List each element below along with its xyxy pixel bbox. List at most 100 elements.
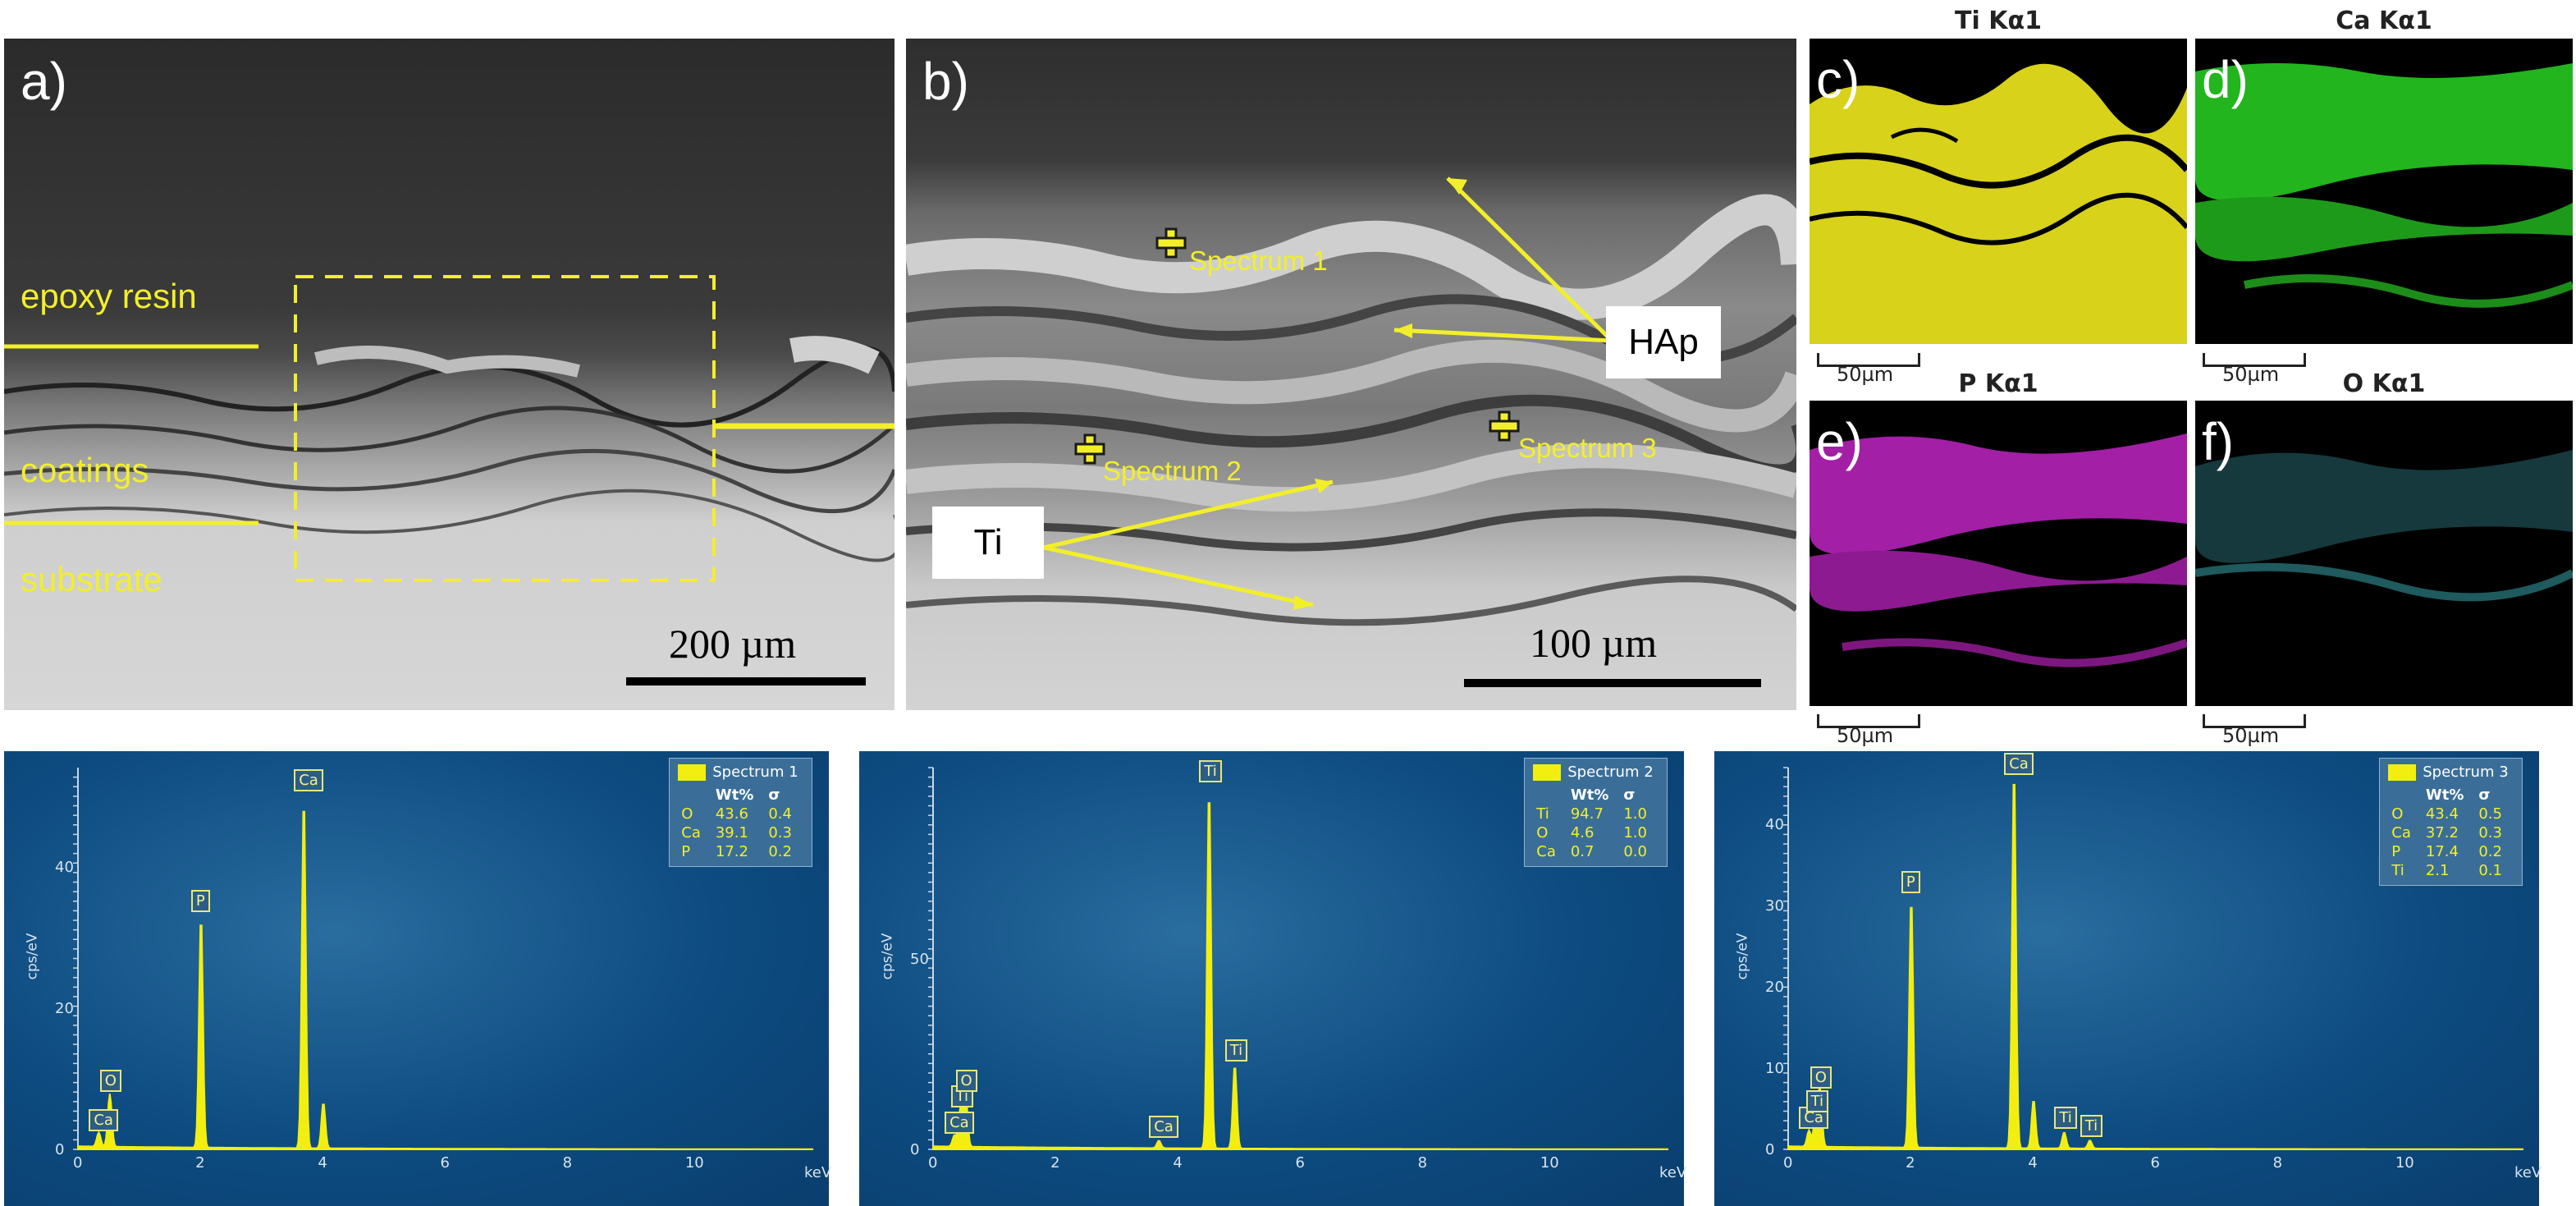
scale-label-a: 200 µm (669, 621, 797, 667)
panel-c-label: c) (1816, 50, 1860, 109)
legend-swatch (1533, 763, 1562, 781)
peak-label: Ca (294, 769, 323, 792)
map-d-scale-bar (2203, 353, 2306, 367)
x-axis-label: keV (804, 1164, 832, 1181)
map-f-title: O Kα1 (2342, 369, 2426, 398)
y-tick-label: 20 (1765, 979, 1784, 997)
map-e-scale-label: 50µm (1837, 724, 1894, 747)
peak-label: Ca (2004, 753, 2034, 775)
peak-label: Ti (1805, 1090, 1829, 1113)
legend-series-name: Spectrum 1 (712, 763, 798, 781)
panel-f-label: f) (2202, 412, 2235, 471)
table-row: Ca 39.1 0.3 (681, 824, 792, 841)
epoxy-resin-label: epoxy resin (21, 277, 197, 315)
y-tick-label: 50 (910, 950, 929, 968)
x-axis-label: keV (2514, 1164, 2542, 1181)
x-tick-label: 6 (1295, 1154, 1305, 1172)
spectrum-3-marker-label: Spectrum 3 (1518, 433, 1657, 463)
x-tick-label: 2 (1050, 1154, 1060, 1172)
spectrum-legend: Spectrum 1 Wt% σ O 43.6 0.4 Ca 39.1 0.3 P 17.2 0.2 (669, 758, 812, 867)
x-tick-label: 4 (318, 1154, 327, 1172)
table-row: Ca 0.7 0.0 (1536, 843, 1647, 860)
map-d-title: Ca Kα1 (2336, 7, 2432, 35)
y-tick-label: 40 (55, 858, 74, 876)
map-e-image: e) (1810, 401, 2187, 706)
map-c-title: Ti Kα1 (1955, 7, 2042, 35)
peak-label: Ti (1224, 1039, 1248, 1062)
x-tick-label: 8 (562, 1154, 573, 1172)
y-tick-label: 40 (1765, 816, 1784, 834)
eds-plot-3 (1783, 767, 2523, 1150)
y-tick-label: 20 (55, 999, 74, 1017)
legend-swatch (678, 763, 707, 781)
peak-label: O (955, 1069, 977, 1092)
map-f-image: f) (2195, 401, 2573, 706)
legend-series-name: Spectrum 3 (2423, 763, 2509, 781)
y-axis-label: cps/eV (879, 933, 896, 980)
x-tick-label: 6 (2150, 1154, 2160, 1172)
y-tick-label: 0 (910, 1141, 920, 1158)
map-d-scale-label: 50µm (2222, 363, 2280, 386)
spectrum-trace (932, 802, 1668, 1150)
x-tick-label: 6 (440, 1154, 450, 1172)
peak-label: Ca (945, 1112, 974, 1135)
table-row: O 43.4 0.5 (2391, 805, 2502, 823)
table-row: P 17.2 0.2 (681, 843, 792, 860)
x-tick-label: 8 (1417, 1154, 1428, 1172)
sem-panel-a: a) epoxy resin coatings substrate 200 µm (4, 39, 895, 710)
panel-b-label: b) (922, 52, 969, 111)
peak-label: P (190, 889, 210, 912)
x-tick-label: 0 (1783, 1154, 1793, 1172)
x-axis-label: keV (1659, 1164, 1687, 1181)
x-tick-label: 10 (2395, 1154, 2414, 1172)
spectrum-2-marker-label: Spectrum 2 (1103, 456, 1242, 486)
composition-table: Wt% σ O 43.4 0.5 Ca 37.2 0.3 P 17.4 0.2 Ti 2.1 0.1 (2388, 786, 2514, 880)
ti-callout: Ti (932, 507, 1044, 579)
map-c-image: c) (1810, 39, 2187, 344)
peak-label: O (1810, 1066, 1832, 1089)
panel-a-label: a) (21, 52, 67, 111)
table-row: O 4.6 1.0 (1536, 824, 1647, 841)
eds-spectrum-1: 0 2 4 6 8 10 keV 0 20 40 cps/eV Ca O P Ca Spectrum 1 Wt%… (4, 751, 832, 1206)
eds-plot-1 (73, 768, 813, 1150)
map-e-scale-bar (1817, 714, 1920, 728)
y-axis-label: cps/eV (1734, 933, 1751, 980)
sem-b-texture (906, 177, 1796, 626)
sem-panel-b: b) Spectrum 1 Spectrum 2 Spectrum 3 HAp … (906, 39, 1796, 710)
composition-table: Wt% σ Ti 94.7 1.0 O 4.6 1.0 Ca 0.7 0.0 (1533, 786, 1659, 861)
sem-a-texture (4, 275, 895, 582)
scale-bar-a (626, 677, 866, 686)
substrate-label: substrate (21, 560, 162, 598)
spectrum-trace (77, 810, 813, 1150)
hap-callout: HAp (1606, 306, 1721, 378)
legend-series-name: Spectrum 2 (1567, 763, 1654, 781)
spectrum-trace (1787, 783, 2523, 1150)
x-tick-label: 10 (1540, 1154, 1559, 1172)
table-row: Ti 2.1 0.1 (2391, 862, 2502, 879)
y-tick-label: 0 (55, 1141, 65, 1158)
legend-swatch (2388, 763, 2417, 781)
table-row: O 43.6 0.4 (681, 805, 792, 823)
map-e-title: P Kα1 (1958, 369, 2038, 398)
peak-label: Ti (1199, 760, 1222, 783)
spectrum-legend: Spectrum 2 Wt% σ Ti 94.7 1.0 O 4.6 1.0 Ca 0.7 0.0 (1524, 758, 1668, 867)
map-f-scale-label: 50µm (2222, 724, 2280, 747)
x-tick-label: 4 (2028, 1154, 2038, 1172)
scale-bar-b (1464, 679, 1761, 687)
spectrum-legend: Spectrum 3 Wt% σ O 43.4 0.5 Ca 37.2 0.3 P 17.4 0.2 T… (2379, 758, 2523, 886)
peak-label: Ca (89, 1108, 118, 1131)
table-row: Ca 37.2 0.3 (2391, 824, 2502, 841)
y-axis-label: cps/eV (24, 933, 41, 980)
x-tick-label: 2 (195, 1154, 205, 1172)
eds-plot-2 (928, 767, 1668, 1150)
spectrum-1-marker-label: Spectrum 1 (1189, 245, 1328, 276)
x-tick-label: 0 (928, 1154, 938, 1172)
composition-table: Wt% σ O 43.6 0.4 Ca 39.1 0.3 P 17.2 0.2 (678, 786, 803, 861)
panel-e-label: e) (1816, 412, 1863, 471)
peak-label: Ca (1149, 1115, 1178, 1138)
scale-label-b: 100 µm (1530, 620, 1658, 666)
map-e-texture (1810, 433, 2187, 667)
x-tick-label: 4 (1173, 1154, 1183, 1172)
panel-d-label: d) (2202, 50, 2249, 109)
coatings-label: coatings (21, 451, 149, 489)
